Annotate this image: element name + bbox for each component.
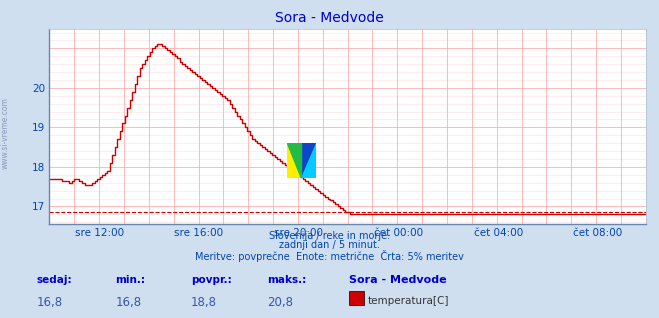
Text: Slovenija / reke in morje.: Slovenija / reke in morje. [269,231,390,240]
Polygon shape [287,143,302,178]
Text: min.:: min.: [115,275,146,285]
Text: Sora - Medvode: Sora - Medvode [275,11,384,25]
Text: 16,8: 16,8 [115,296,142,309]
Text: Meritve: povprečne  Enote: metrične  Črta: 5% meritev: Meritve: povprečne Enote: metrične Črta:… [195,250,464,262]
Text: 20,8: 20,8 [267,296,293,309]
Text: maks.:: maks.: [267,275,306,285]
Polygon shape [302,143,316,178]
Polygon shape [287,143,302,178]
Text: povpr.:: povpr.: [191,275,232,285]
Text: www.si-vreme.com: www.si-vreme.com [1,98,10,169]
Polygon shape [302,143,316,178]
Text: 16,8: 16,8 [36,296,63,309]
Text: temperatura[C]: temperatura[C] [368,296,449,306]
Text: sedaj:: sedaj: [36,275,72,285]
Text: Sora - Medvode: Sora - Medvode [349,275,447,285]
Text: zadnji dan / 5 minut.: zadnji dan / 5 minut. [279,240,380,250]
Text: 18,8: 18,8 [191,296,217,309]
